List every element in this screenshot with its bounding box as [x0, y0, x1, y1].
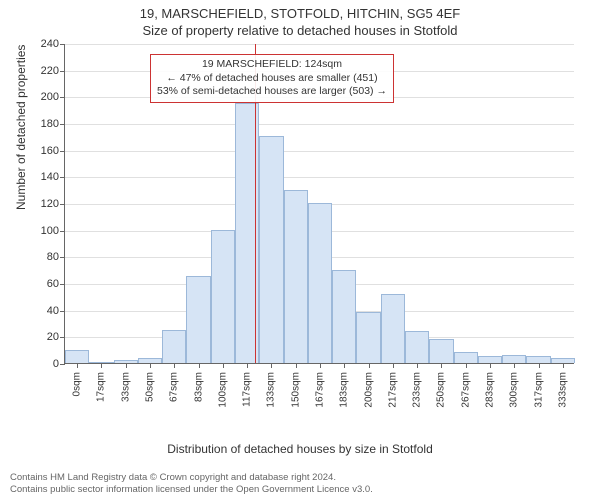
- x-tick-label: 50sqm: [145, 372, 156, 402]
- x-tick-label: 83sqm: [193, 372, 204, 402]
- y-tick-label: 120: [41, 198, 65, 210]
- histogram-bar: [356, 312, 380, 363]
- x-tick-label: 250sqm: [436, 372, 447, 408]
- y-tick-label: 180: [41, 118, 65, 130]
- x-tick-label: 333sqm: [557, 372, 568, 408]
- x-tick-mark: [101, 363, 102, 368]
- x-tick-mark: [441, 363, 442, 368]
- y-tick-label: 100: [41, 225, 65, 237]
- histogram-bar: [381, 294, 405, 363]
- x-tick-mark: [296, 363, 297, 368]
- x-tick-mark: [199, 363, 200, 368]
- x-tick-label: 33sqm: [120, 372, 131, 402]
- chart-container: 19, MARSCHEFIELD, STOTFOLD, HITCHIN, SG5…: [0, 0, 600, 500]
- x-tick-mark: [77, 363, 78, 368]
- gridline: [65, 124, 574, 125]
- x-tick-label: 267sqm: [460, 372, 471, 408]
- histogram-bar: [308, 203, 332, 363]
- y-tick-label: 0: [53, 358, 65, 370]
- histogram-bar: [454, 352, 478, 363]
- x-tick-label: 183sqm: [339, 372, 350, 408]
- title-line-2: Size of property relative to detached ho…: [0, 21, 600, 38]
- annotation-line-1: 19 MARSCHEFIELD: 124sqm: [157, 58, 387, 72]
- y-tick-label: 160: [41, 145, 65, 157]
- histogram-bar: [526, 356, 550, 363]
- x-tick-mark: [223, 363, 224, 368]
- y-tick-label: 20: [47, 331, 65, 343]
- histogram-bar: [186, 276, 210, 363]
- histogram-bar: [259, 136, 283, 363]
- x-tick-mark: [150, 363, 151, 368]
- histogram-bar: [502, 355, 526, 363]
- x-tick-mark: [247, 363, 248, 368]
- y-axis-label: Number of detached properties: [14, 45, 28, 210]
- x-tick-label: 67sqm: [169, 372, 180, 402]
- y-tick-label: 200: [41, 91, 65, 103]
- x-tick-label: 100sqm: [217, 372, 228, 408]
- x-tick-label: 233sqm: [412, 372, 423, 408]
- title-line-1: 19, MARSCHEFIELD, STOTFOLD, HITCHIN, SG5…: [0, 0, 600, 21]
- x-tick-label: 217sqm: [387, 372, 398, 408]
- x-tick-label: 283sqm: [485, 372, 496, 408]
- x-tick-mark: [174, 363, 175, 368]
- histogram-bar: [332, 270, 356, 363]
- x-tick-mark: [490, 363, 491, 368]
- x-tick-mark: [320, 363, 321, 368]
- x-tick-mark: [393, 363, 394, 368]
- x-tick-label: 200sqm: [363, 372, 374, 408]
- annotation-line-3: 53% of semi-detached houses are larger (…: [157, 85, 387, 99]
- x-tick-label: 0sqm: [72, 372, 83, 396]
- x-tick-mark: [271, 363, 272, 368]
- footer: Contains HM Land Registry data © Crown c…: [10, 472, 590, 496]
- x-tick-label: 167sqm: [315, 372, 326, 408]
- y-tick-label: 240: [41, 38, 65, 50]
- x-tick-mark: [539, 363, 540, 368]
- gridline: [65, 177, 574, 178]
- footer-line-1: Contains HM Land Registry data © Crown c…: [10, 472, 590, 484]
- x-tick-label: 150sqm: [290, 372, 301, 408]
- gridline: [65, 151, 574, 152]
- histogram-bar: [162, 330, 186, 363]
- annotation-line-2: ← 47% of detached houses are smaller (45…: [157, 72, 387, 86]
- y-tick-label: 80: [47, 251, 65, 263]
- histogram-bar: [405, 331, 429, 363]
- x-tick-label: 117sqm: [242, 372, 253, 407]
- x-tick-mark: [514, 363, 515, 368]
- histogram-bar: [65, 350, 89, 363]
- x-axis-label: Distribution of detached houses by size …: [0, 442, 600, 456]
- y-tick-label: 140: [41, 171, 65, 183]
- histogram-bar: [284, 190, 308, 363]
- x-tick-mark: [417, 363, 418, 368]
- y-tick-label: 60: [47, 278, 65, 290]
- x-tick-label: 317sqm: [533, 372, 544, 408]
- x-tick-label: 300sqm: [509, 372, 520, 408]
- histogram-bar: [478, 356, 502, 363]
- x-tick-label: 17sqm: [96, 372, 107, 402]
- histogram-bar: [429, 339, 453, 363]
- footer-line-2: Contains public sector information licen…: [10, 484, 590, 496]
- x-tick-mark: [563, 363, 564, 368]
- gridline: [65, 44, 574, 45]
- x-tick-label: 133sqm: [266, 372, 277, 408]
- y-tick-label: 40: [47, 305, 65, 317]
- x-tick-mark: [344, 363, 345, 368]
- x-tick-mark: [126, 363, 127, 368]
- annotation-box: 19 MARSCHEFIELD: 124sqm ← 47% of detache…: [150, 54, 394, 103]
- x-tick-mark: [369, 363, 370, 368]
- y-tick-label: 220: [41, 65, 65, 77]
- histogram-bar: [211, 230, 235, 363]
- x-tick-mark: [466, 363, 467, 368]
